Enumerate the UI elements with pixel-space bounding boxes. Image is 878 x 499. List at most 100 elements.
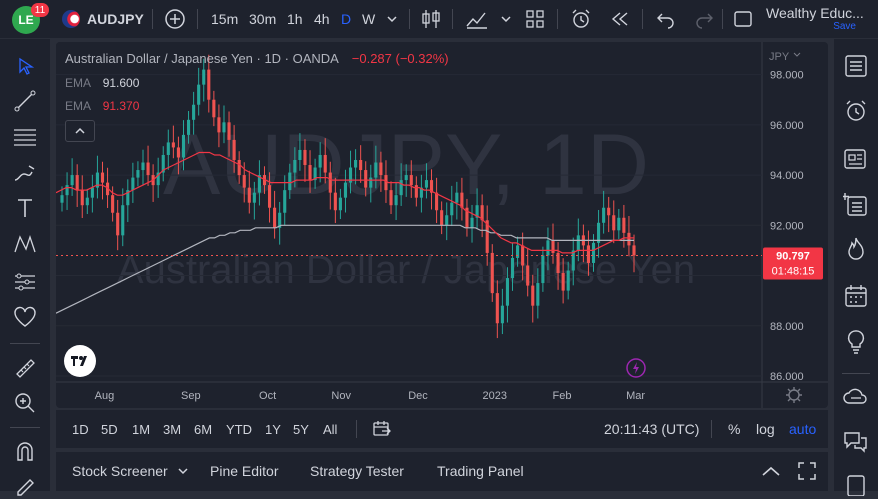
measure-tool-button[interactable] [11, 354, 39, 382]
currency-label[interactable]: JPY [769, 51, 790, 63]
alerts-button[interactable] [842, 97, 870, 125]
candle [455, 181, 459, 220]
interval-4h[interactable]: 4h [314, 0, 330, 38]
interval-dropdown[interactable] [386, 0, 398, 38]
collapse-legend-button[interactable] [65, 120, 95, 142]
candle-body [293, 160, 297, 173]
compare-add-button[interactable] [164, 0, 186, 38]
price-chart[interactable]: AUDJPY, 1D Australian Dollar / Japanese … [56, 42, 828, 408]
favorites-button[interactable] [11, 303, 39, 331]
chart-type-button[interactable] [421, 0, 441, 38]
range-3m[interactable]: 3M [163, 410, 181, 448]
indicators-dropdown[interactable] [500, 0, 512, 38]
interval-d[interactable]: D [341, 0, 351, 38]
range-ytd[interactable]: YTD [226, 410, 252, 448]
replay-button[interactable] [610, 0, 630, 38]
tradingview-logo[interactable] [64, 345, 96, 377]
account-menu-button[interactable]: Wealthy Educ... Save [766, 5, 870, 35]
log-scale-toggle[interactable]: log [756, 410, 775, 448]
range-all[interactable]: All [323, 410, 337, 448]
divider [197, 9, 198, 29]
range-1m[interactable]: 1M [132, 410, 150, 448]
text-tool-button[interactable] [11, 194, 39, 222]
interval-1h[interactable]: 1h [287, 0, 303, 38]
candle-body [273, 207, 277, 228]
flash-icon[interactable] [626, 358, 646, 378]
fib-tool-button[interactable] [11, 123, 39, 151]
symbol-search-button[interactable]: AUDJPY [62, 0, 144, 38]
candle [192, 91, 196, 135]
ema-slow-line [56, 224, 634, 314]
chart-pane[interactable]: AUDJPY, 1D Australian Dollar / Japanese … [56, 42, 828, 408]
goto-date-button[interactable] [372, 410, 392, 448]
ideas-button[interactable] [842, 328, 870, 356]
range-1d[interactable]: 1D [72, 410, 89, 448]
alert-button[interactable] [570, 0, 592, 38]
candle-body [485, 220, 489, 253]
candle-body [257, 175, 261, 193]
candle-body [298, 149, 302, 160]
news-button[interactable] [842, 145, 870, 173]
candle [60, 186, 64, 212]
calculator-button[interactable] [842, 471, 870, 499]
auto-scale-toggle[interactable]: auto [789, 410, 816, 448]
magnet-button[interactable] [11, 437, 39, 465]
ema-fast-legend[interactable]: EMA 91.600 [65, 76, 139, 90]
maximize-panel-button[interactable] [798, 452, 816, 490]
undo-button[interactable] [656, 0, 676, 38]
candle [202, 58, 206, 102]
prediction-tool-button[interactable] [11, 268, 39, 296]
calendar-button[interactable] [842, 282, 870, 310]
ema-slow-legend[interactable]: EMA 91.370 [65, 99, 139, 113]
stay-in-drawing-button[interactable] [11, 471, 39, 499]
ema-label: EMA [65, 76, 91, 90]
pattern-tool-button[interactable] [11, 230, 39, 258]
candle-body [364, 170, 368, 188]
candle [551, 223, 555, 264]
series-title[interactable]: Australian Dollar / Japanese Yen · 1D · … [65, 51, 339, 66]
cursor-tool-button[interactable] [11, 52, 39, 80]
candle-body [176, 147, 180, 158]
candle [374, 145, 378, 189]
chats-button[interactable] [842, 383, 870, 411]
candle [328, 161, 332, 210]
layouts-button[interactable] [525, 0, 545, 38]
tab-pine-editor[interactable]: Pine Editor [210, 452, 278, 490]
divider [10, 343, 40, 344]
interval-label: D [341, 11, 352, 27]
fullscreen-icon [798, 462, 816, 480]
candle-body [288, 172, 292, 191]
range-label: 1M [132, 421, 151, 437]
hotlists-button[interactable] [842, 235, 870, 263]
interval-30m[interactable]: 30m [249, 0, 276, 38]
tab-stock-screener[interactable]: Stock Screener [72, 452, 189, 490]
timezone-clock[interactable]: 20:11:43 (UTC) [604, 410, 699, 448]
range-5y[interactable]: 5Y [293, 410, 309, 448]
data-window-button[interactable] [842, 191, 870, 219]
candle-body [612, 215, 616, 231]
chart-settings-icon[interactable] [786, 387, 802, 403]
trend-line-tool-button[interactable] [11, 87, 39, 115]
tab-strategy-tester[interactable]: Strategy Tester [310, 452, 404, 490]
candle [546, 227, 550, 271]
time-tick-label: Dec [408, 390, 428, 402]
indicators-button[interactable] [465, 0, 489, 38]
newspaper-icon [844, 149, 866, 169]
bottom-panel-tabs: Stock Screener Pine Editor Strategy Test… [56, 452, 828, 491]
range-5d[interactable]: 5D [101, 410, 118, 448]
expand-panel-button[interactable] [762, 452, 780, 490]
redo-button[interactable] [694, 0, 714, 38]
fullscreen-toggle-button[interactable] [733, 0, 753, 38]
messages-button[interactable] [842, 428, 870, 456]
candle [207, 54, 211, 113]
ema-value: 91.370 [102, 99, 140, 113]
range-1y[interactable]: 1Y [265, 410, 281, 448]
range-6m[interactable]: 6M [194, 410, 212, 448]
brush-tool-button[interactable] [11, 159, 39, 187]
tab-trading-panel[interactable]: Trading Panel [437, 452, 524, 490]
percent-scale-toggle[interactable]: % [728, 410, 740, 448]
interval-w[interactable]: W [362, 0, 375, 38]
watchlist-button[interactable] [842, 52, 870, 80]
interval-15m[interactable]: 15m [211, 0, 238, 38]
zoom-tool-button[interactable] [11, 389, 39, 417]
